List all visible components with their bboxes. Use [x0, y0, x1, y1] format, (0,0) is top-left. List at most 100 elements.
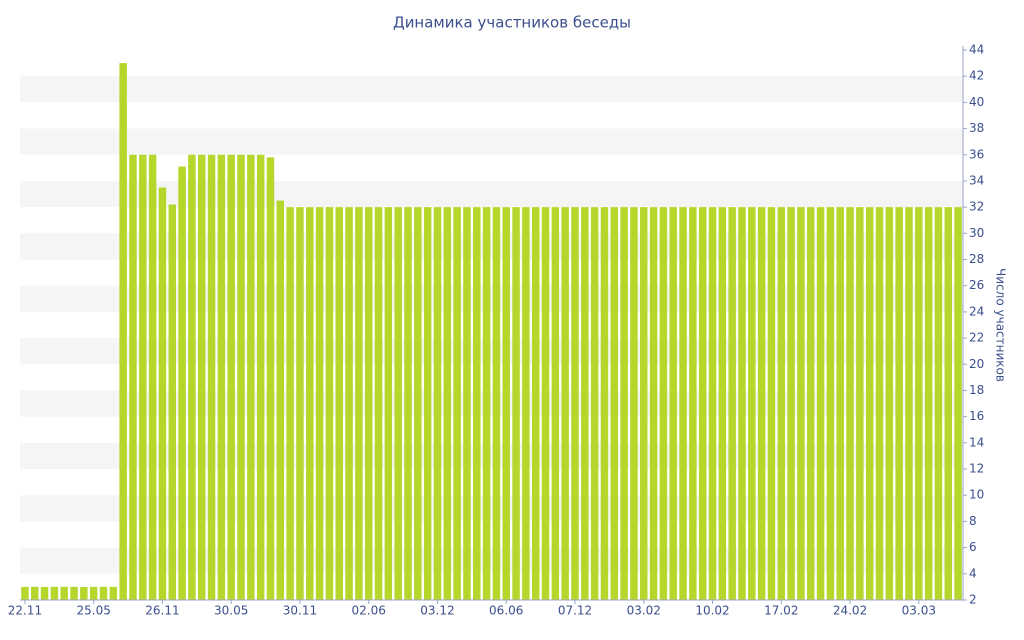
y-tick-label: 38 [969, 121, 984, 135]
y-tick-label: 26 [969, 278, 984, 292]
bar [915, 207, 923, 600]
bar [698, 207, 707, 600]
bar [502, 207, 510, 600]
bar [551, 207, 560, 600]
bar [581, 207, 589, 600]
grid-band [20, 442, 963, 470]
bar [571, 207, 579, 600]
bar [738, 207, 746, 600]
y-tick-label: 28 [969, 252, 984, 266]
x-tick-label: 02.06 [352, 604, 386, 618]
bar [885, 207, 894, 600]
bar [50, 586, 59, 600]
y-tick-label: 18 [969, 383, 984, 397]
bar [404, 207, 412, 600]
bar [846, 207, 854, 600]
y-tick-label: 42 [969, 69, 984, 83]
bar [954, 207, 962, 600]
bar [315, 207, 324, 600]
x-tick-label: 17.02 [764, 604, 798, 618]
bar [934, 207, 943, 600]
bar [512, 207, 520, 600]
y-tick-label: 2 [969, 593, 977, 607]
grid-band [20, 390, 963, 417]
bar [345, 207, 353, 600]
bar [816, 207, 825, 600]
bar [718, 207, 727, 600]
bar [433, 207, 442, 600]
y-tick-label: 10 [969, 488, 984, 502]
bar [777, 207, 786, 600]
bar [669, 207, 677, 600]
y-tick-label: 22 [969, 331, 984, 345]
bar [423, 207, 432, 600]
bar [807, 207, 815, 600]
x-tick-label: 30.11 [283, 604, 317, 618]
bar [895, 207, 903, 600]
bar [443, 207, 452, 600]
bar [394, 207, 402, 600]
x-tick-label: 03.03 [902, 604, 936, 618]
bar [600, 207, 609, 600]
y-tick-label: 34 [969, 173, 984, 187]
y-tick-label: 4 [969, 566, 977, 580]
bar [148, 154, 157, 600]
bar [414, 207, 422, 600]
y-tick-label: 12 [969, 462, 984, 476]
y-tick-label: 16 [969, 409, 984, 423]
bar [237, 154, 245, 600]
x-tick-label: 22.11 [8, 604, 42, 618]
y-tick-label: 36 [969, 147, 984, 161]
bar [541, 207, 550, 600]
bar [620, 207, 628, 600]
bar [21, 586, 29, 600]
y-tick-label: 30 [969, 226, 984, 240]
y-tick-label: 24 [969, 304, 984, 318]
bar [640, 207, 648, 600]
bar [610, 207, 619, 600]
bar [70, 586, 78, 600]
bar [335, 207, 343, 600]
bar [492, 207, 501, 600]
x-tick-label: 07.12 [558, 604, 592, 618]
bar [757, 207, 766, 600]
bar [286, 207, 294, 600]
y-tick-label: 6 [969, 540, 977, 554]
bar [355, 207, 363, 600]
bar [139, 154, 147, 600]
bar [158, 187, 167, 600]
bar [266, 157, 275, 600]
bar [767, 207, 776, 600]
bar [89, 586, 98, 600]
grid-band [20, 76, 963, 103]
bar [227, 154, 235, 600]
bar [325, 207, 334, 600]
bar [531, 207, 540, 600]
bar [168, 204, 176, 600]
bar [875, 207, 884, 600]
y-tick-label: 44 [969, 43, 984, 57]
bar [797, 207, 805, 600]
bar [60, 586, 68, 600]
bar [561, 207, 569, 600]
x-tick-label: 03.02 [627, 604, 661, 618]
bar [178, 166, 186, 601]
y-axis-title: Число участников [994, 268, 1008, 382]
x-tick-label: 24.02 [833, 604, 867, 618]
bar [944, 207, 952, 600]
bar [689, 207, 697, 600]
bar [296, 207, 304, 600]
bar [708, 207, 717, 600]
bar [787, 207, 795, 600]
bar [217, 154, 226, 600]
grid-band [20, 495, 963, 522]
grid-band [20, 128, 963, 155]
bar [384, 207, 393, 600]
bar [119, 63, 127, 601]
bar [522, 207, 530, 600]
y-tick-label: 32 [969, 200, 984, 214]
x-tick-label: 26.11 [145, 604, 179, 618]
bar [865, 207, 874, 600]
